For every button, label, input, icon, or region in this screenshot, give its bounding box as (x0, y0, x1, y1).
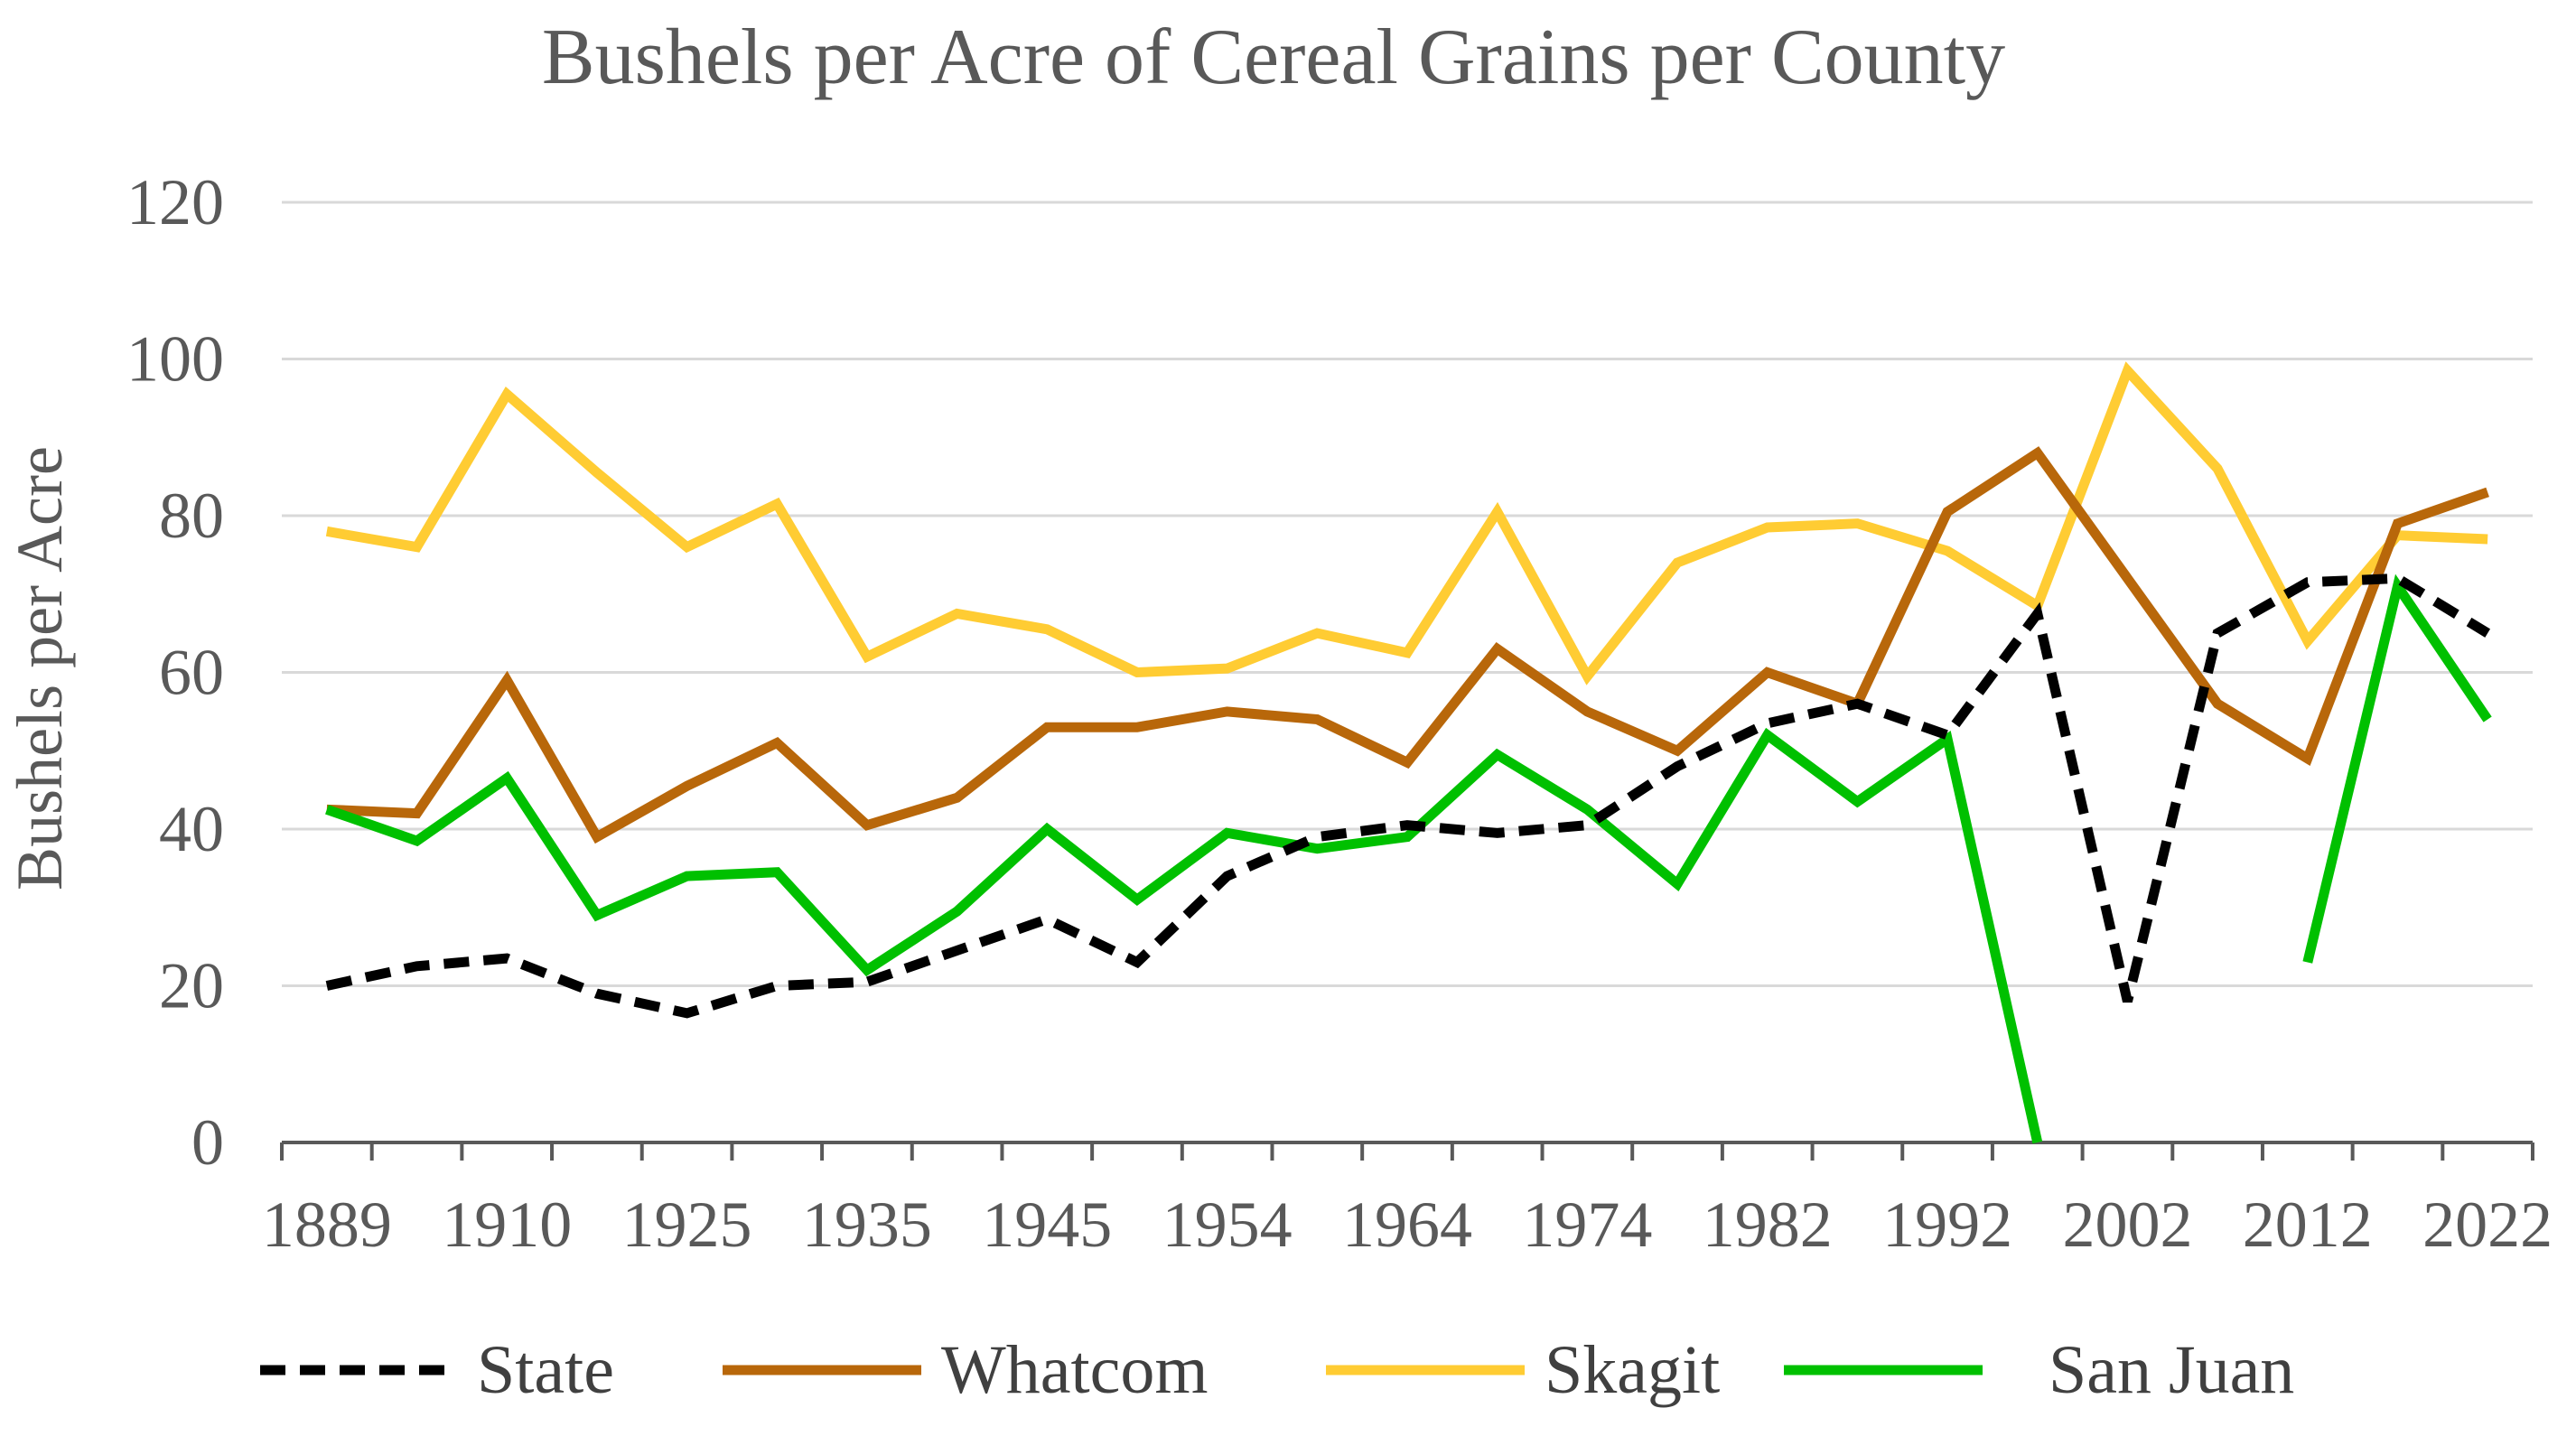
y-tick-label: 100 (126, 323, 224, 396)
x-tick-label: 1964 (1342, 1189, 1472, 1261)
x-tick-label: 1992 (1882, 1189, 2012, 1261)
x-tick-label: 2012 (2243, 1189, 2373, 1261)
y-tick-label: 40 (159, 793, 224, 865)
y-tick-label: 0 (191, 1106, 224, 1179)
legend-label-state: State (477, 1332, 614, 1408)
x-tick-label: 1910 (442, 1189, 572, 1261)
y-tick-label: 80 (159, 480, 224, 552)
series-line-san-juan (325, 727, 2043, 1144)
y-axis-label: Bushels per Acre (4, 446, 76, 891)
x-tick-label: 1982 (1703, 1189, 1833, 1261)
x-tick-label: 1954 (1162, 1189, 1293, 1261)
series-line-skagit (325, 361, 2488, 685)
legend-label-skagit: Skagit (1545, 1332, 1720, 1408)
y-tick-label: 60 (159, 637, 224, 709)
x-tick-label: 1925 (622, 1189, 752, 1261)
axes: 0 20 40 60 80 100 120 1889 1910 1925 1935 1945 1954 1… (126, 166, 2553, 1261)
x-tick-label: 2022 (2422, 1189, 2553, 1261)
y-tick-label: 120 (126, 166, 224, 238)
series-lines (325, 361, 2492, 1144)
x-tick-label: 1945 (982, 1189, 1112, 1261)
series-line-san-juan (2302, 573, 2492, 964)
legend-label-san-juan: San Juan (2049, 1332, 2294, 1408)
x-tick-label: 1935 (802, 1189, 932, 1261)
x-tick-label: 1889 (262, 1189, 392, 1261)
gridlines (282, 200, 2533, 987)
x-tick-label: 2002 (2062, 1189, 2192, 1261)
chart-title: Bushels per Acre of Cereal Grains per Co… (542, 14, 2005, 101)
legend-label-whatcom: Whatcom (941, 1332, 1208, 1408)
series-line-state (325, 573, 2491, 1019)
x-tick-label: 1974 (1522, 1189, 1652, 1261)
y-tick-label: 20 (159, 950, 224, 1022)
series-line-whatcom (326, 446, 2489, 844)
legend: State Whatcom Skagit San Juan (260, 1332, 2294, 1408)
